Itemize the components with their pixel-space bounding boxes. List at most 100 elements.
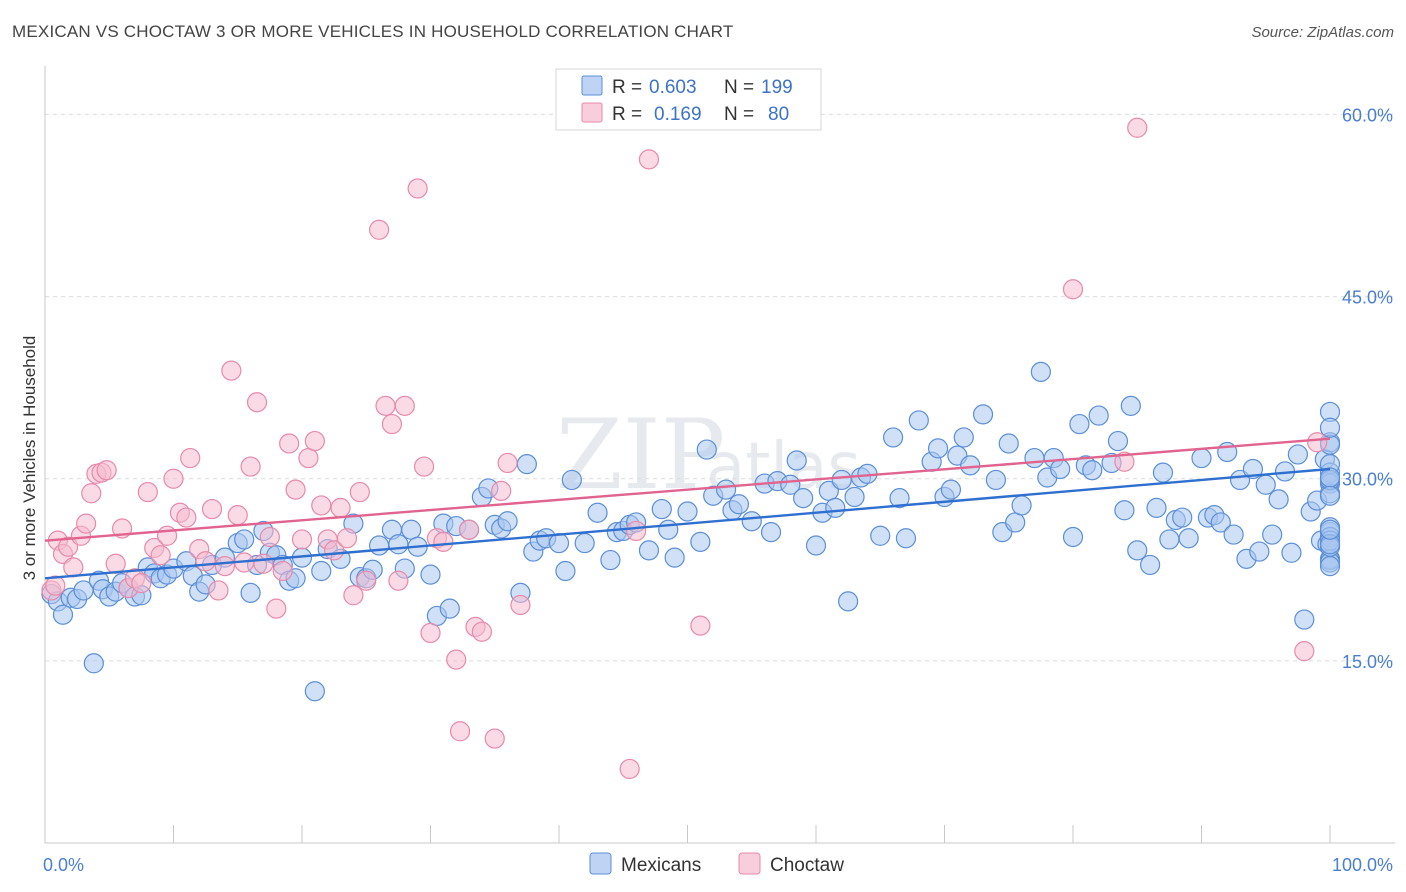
mexicans-point [1319, 417, 1341, 438]
mexicans-point [953, 427, 974, 448]
tick-labels: 15.0% 30.0% 45.0% 60.0% 0.0% 100.0% [43, 105, 1393, 875]
mexicans-point [516, 454, 537, 475]
x-tick-label: 0.0% [43, 855, 84, 875]
choctaw-point [349, 481, 370, 503]
mexicans-point [1319, 556, 1341, 577]
legend-swatch-choctaw [738, 852, 761, 875]
stats-r-label: R = [612, 104, 642, 125]
mexicans-point [1062, 526, 1084, 548]
mexicans-point [52, 604, 74, 625]
stats-r-label: R = [612, 77, 642, 98]
stats-box: R = 0.603 N = 199 R = 0.169 N = 80 [555, 68, 822, 131]
mexicans-point [786, 450, 807, 471]
choctaw-point [458, 519, 480, 540]
choctaw-trend-line [44, 437, 1331, 542]
mexicans-point [1005, 512, 1026, 533]
mexicans-point [1114, 500, 1135, 521]
choctaw-point [625, 520, 647, 542]
mexicans-point [1249, 541, 1270, 562]
choctaw-point [413, 456, 435, 477]
choctaw-point [638, 149, 660, 170]
mexicans-point [972, 404, 994, 425]
choctaw-point [195, 551, 216, 572]
mexicans-point [760, 522, 782, 543]
mexicans-point [1127, 540, 1148, 561]
choctaw-point [510, 594, 531, 616]
mexicans-point [658, 519, 679, 540]
mexicans-point [1139, 554, 1161, 576]
mexicans-point [1178, 528, 1199, 549]
mexicans-point [497, 511, 518, 532]
choctaw-point [150, 545, 171, 566]
choctaw-point [375, 395, 396, 416]
mexicans-point [1011, 495, 1032, 516]
mexicans-point [1030, 361, 1051, 382]
choctaw-point [240, 456, 261, 477]
y-tick-label: 45.0% [1342, 288, 1393, 308]
choctaw-point [180, 447, 201, 469]
mexicans-point [561, 469, 582, 491]
choctaw-point [446, 649, 467, 670]
mexicans-point [1242, 458, 1264, 480]
mexicans-point [651, 498, 672, 520]
mexicans-point [1294, 609, 1315, 630]
choctaw-point [381, 413, 403, 435]
mexicans-point [401, 519, 422, 540]
choctaw-point [388, 570, 409, 591]
mexicans-point [882, 427, 904, 448]
choctaw-point [369, 219, 390, 240]
mexicans-point [1172, 507, 1193, 528]
choctaw-point [208, 580, 229, 601]
mexicans-point [838, 591, 859, 612]
mexicans-point [311, 560, 332, 582]
mexicans-point [83, 653, 104, 674]
choctaw-point [619, 758, 640, 780]
x-tick-label: 100.0% [1332, 855, 1393, 875]
choctaw-point [433, 531, 454, 552]
choctaw-point [291, 529, 313, 550]
mexicans-point [831, 469, 852, 491]
mexicans-point [439, 598, 460, 619]
choctaw-point [156, 525, 178, 546]
stats-swatch-mexicans [581, 75, 603, 96]
choctaw-point [690, 615, 711, 636]
choctaw-point [336, 528, 358, 549]
mexicans-point [1319, 485, 1341, 506]
y-tick-label: 60.0% [1342, 105, 1393, 125]
stats-n-value: 80 [768, 104, 789, 125]
choctaw-point [279, 433, 300, 454]
mexicans-point [548, 532, 570, 554]
mexicans-point [927, 438, 949, 459]
mexicans-point [985, 469, 1007, 491]
chart-source: Source: ZipAtlas.com [1251, 24, 1394, 41]
choctaw-point [304, 430, 325, 452]
mexicans-point [889, 488, 910, 509]
mexicans-point [805, 535, 827, 556]
choctaw-point [394, 395, 415, 416]
choctaw-point [272, 560, 293, 582]
stats-swatch-choctaw [581, 102, 603, 123]
mexicans-point [1146, 497, 1167, 518]
mexicans-point [369, 535, 390, 556]
mexicans-point [1319, 519, 1341, 540]
mexicans-point [1107, 430, 1129, 452]
stats-r-value: 0.603 [649, 77, 697, 98]
choctaw-points [41, 117, 1328, 780]
mexicans-point [1120, 395, 1141, 416]
choctaw-point [484, 728, 505, 749]
trend-lines [44, 437, 1331, 580]
choctaw-point [105, 553, 126, 574]
legend: Mexicans Choctaw [589, 852, 844, 876]
choctaw-point [81, 483, 102, 504]
chart-title: MEXICAN VS CHOCTAW 3 OR MORE VEHICLES IN… [12, 22, 734, 41]
choctaw-point [420, 622, 441, 644]
mexicans-point [1262, 524, 1283, 545]
choctaw-point [227, 505, 248, 526]
legend-swatch-mexicans [589, 852, 612, 875]
choctaw-point [259, 526, 280, 548]
mexicans-point [1024, 447, 1045, 469]
stats-r-value: 0.169 [654, 104, 702, 125]
choctaw-point [45, 575, 66, 596]
choctaw-point [1114, 451, 1135, 472]
